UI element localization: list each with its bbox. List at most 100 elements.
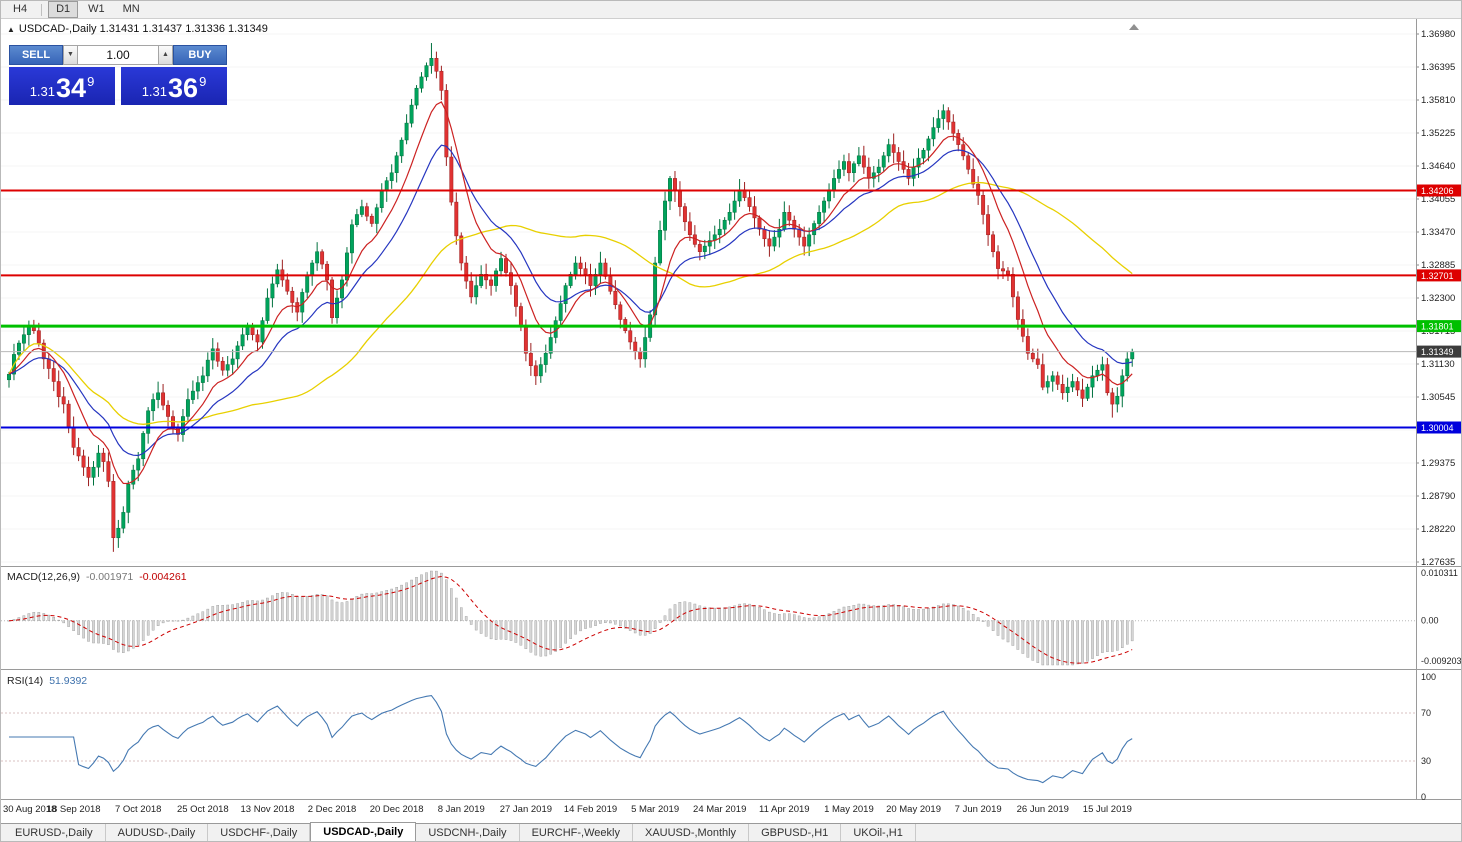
sell-button[interactable]: SELL	[9, 45, 63, 65]
price-axis-tick: 1.27635	[1421, 557, 1455, 568]
macd-indicator-label: MACD(12,26,9) -0.001971 -0.004261	[7, 571, 187, 583]
date-axis-label: 8 Jan 2019	[438, 804, 485, 815]
date-axis-label: 7 Oct 2018	[115, 804, 161, 815]
candles-layer	[7, 43, 1135, 552]
date-axis-label: 14 Feb 2019	[564, 804, 617, 815]
volume-increase-button[interactable]: ▲	[158, 45, 173, 65]
timeframe-button-w1[interactable]: W1	[88, 3, 105, 15]
svg-text:-0.009203: -0.009203	[1421, 656, 1462, 666]
volume-input[interactable]	[78, 45, 158, 65]
price-axis-tick: 1.30545	[1421, 392, 1455, 403]
timeframe-button-h4[interactable]: H4	[13, 3, 28, 15]
chart-title: ▲ USDCAD-,Daily 1.31431 1.31437 1.31336 …	[7, 23, 268, 35]
svg-text:0.00: 0.00	[1421, 616, 1439, 626]
price-axis-tick: 1.35225	[1421, 128, 1455, 139]
rsi-indicator-label: RSI(14) 51.9392	[7, 675, 87, 687]
date-axis-label: 25 Oct 2018	[177, 804, 229, 815]
volume-decrease-button[interactable]: ▼	[63, 45, 78, 65]
ma-fast-line	[8, 101, 1133, 485]
buy-price-pips: 36	[168, 73, 199, 103]
one-click-trading-panel: SELL ▼ ▲ BUY 1.31 34 9 1.31 36 9	[9, 45, 229, 105]
timeframe-toolbar: H4 D1 W1 MN	[1, 1, 1461, 19]
date-axis-label: 27 Jan 2019	[500, 804, 552, 815]
chart-title-text: USDCAD-,Daily 1.31431 1.31437 1.31336 1.…	[18, 23, 268, 35]
chart-tab-bar: EURUSD-,Daily AUDUSD-,Daily USDCHF-,Daily U…	[1, 822, 1461, 841]
macd-signal-value: -0.004261	[139, 571, 187, 583]
price-axis-tick: 1.28790	[1421, 491, 1455, 502]
chart-area: 1.36980 1.36395 1.35810 1.35225 1.34640 1.340…	[1, 19, 1462, 823]
macd-signal-line	[8, 575, 1133, 664]
date-axis-label: 7 Jun 2019	[955, 804, 1002, 815]
sell-price-prefix: 1.31	[29, 84, 56, 99]
price-axis-tick: 1.33470	[1421, 227, 1455, 238]
price-level-tag	[1416, 421, 1461, 434]
rsi-name: RSI(14)	[7, 675, 44, 687]
ma-mid-line	[8, 144, 1133, 457]
symbol-marker-icon: ▲	[7, 24, 15, 34]
price-axis-tick: 1.34640	[1421, 161, 1455, 172]
date-axis-label: 24 Mar 2019	[693, 804, 746, 815]
ma-slow-line	[8, 181, 1133, 425]
chart-tab-gbpusd-h1[interactable]: GBPUSD-,H1	[749, 824, 842, 841]
chart-shift-marker-icon[interactable]	[1129, 24, 1139, 30]
price-level-tag	[1416, 269, 1461, 282]
date-axis-label: 1 May 2019	[824, 804, 874, 815]
chart-tab-usdcnh-daily[interactable]: USDCNH-,Daily	[416, 824, 520, 841]
date-axis-label: 2 Dec 2018	[308, 804, 357, 815]
date-axis-label: 18 Sep 2018	[47, 804, 101, 815]
toolbar-separator	[41, 3, 43, 16]
price-axis-tick: 1.31130	[1421, 359, 1455, 370]
macd-histogram	[7, 570, 1134, 666]
price-axis-tick: 1.28220	[1421, 524, 1455, 535]
chart-tab-ukoil-h1[interactable]: UKOil-,H1	[841, 824, 916, 841]
sell-price-pips: 34	[56, 73, 87, 103]
svg-text:30: 30	[1421, 756, 1431, 766]
svg-text:70: 70	[1421, 708, 1431, 718]
chart-tab-usdchf-daily[interactable]: USDCHF-,Daily	[208, 824, 311, 841]
svg-text:1.32701: 1.32701	[1421, 271, 1454, 281]
chart-tab-xauusd-monthly[interactable]: XAUUSD-,Monthly	[633, 824, 750, 841]
sell-price-display[interactable]: 1.31 34 9	[9, 67, 115, 105]
price-axis-tick: 1.36395	[1421, 62, 1455, 73]
rsi-value: 51.9392	[49, 675, 88, 687]
macd-main-value: -0.001971	[85, 571, 134, 583]
svg-text:0.010311: 0.010311	[1421, 568, 1458, 578]
price-level-tag	[1416, 320, 1461, 333]
price-axis-tick: 1.32885	[1421, 260, 1455, 271]
price-axis-tick: 1.32300	[1421, 293, 1455, 304]
chart-tab-usdcad-daily[interactable]: USDCAD-,Daily	[310, 822, 417, 841]
svg-text:1.31349: 1.31349	[1421, 347, 1454, 357]
chart-tab-eurusd-daily[interactable]: EURUSD-,Daily	[3, 824, 106, 841]
buy-button[interactable]: BUY	[173, 45, 227, 65]
buy-price-prefix: 1.31	[141, 84, 168, 99]
chart-tab-eurchf-weekly[interactable]: EURCHF-,Weekly	[520, 824, 633, 841]
buy-price-point: 9	[199, 74, 207, 89]
price-axis-tick: 1.34055	[1421, 194, 1455, 205]
date-axis-label: 26 Jun 2019	[1017, 804, 1069, 815]
rsi-line	[9, 695, 1133, 784]
price-axis-tick: 1.36980	[1421, 29, 1455, 40]
price-level-tag	[1416, 345, 1461, 358]
timeframe-button-d1[interactable]: D1	[48, 1, 79, 18]
macd-name: MACD(12,26,9)	[7, 571, 80, 583]
date-axis-label: 15 Jul 2019	[1083, 804, 1132, 815]
svg-text:100: 100	[1421, 672, 1436, 682]
date-axis-label: 11 Apr 2019	[759, 804, 810, 815]
svg-text:1.34206: 1.34206	[1421, 186, 1454, 196]
timeframe-button-mn[interactable]: MN	[122, 3, 140, 15]
chart-tab-audusd-daily[interactable]: AUDUSD-,Daily	[106, 824, 209, 841]
date-axis-label: 5 Mar 2019	[631, 804, 679, 815]
price-axis-tick: 1.35810	[1421, 95, 1455, 106]
date-axis-label: 30 Aug 2018	[3, 804, 56, 815]
price-level-tag	[1416, 184, 1461, 197]
date-axis-label: 20 Dec 2018	[370, 804, 424, 815]
price-axis-tick: 1.29375	[1421, 458, 1455, 469]
svg-text:0: 0	[1421, 792, 1426, 802]
buy-price-display[interactable]: 1.31 36 9	[121, 67, 227, 105]
svg-text:1.30004: 1.30004	[1421, 423, 1454, 433]
sell-price-point: 9	[87, 74, 95, 89]
date-axis-label: 13 Nov 2018	[241, 804, 295, 815]
date-axis-label: 20 May 2019	[886, 804, 941, 815]
price-chart-canvas[interactable]: 1.36980 1.36395 1.35810 1.35225 1.34640 1.340…	[1, 19, 1462, 823]
